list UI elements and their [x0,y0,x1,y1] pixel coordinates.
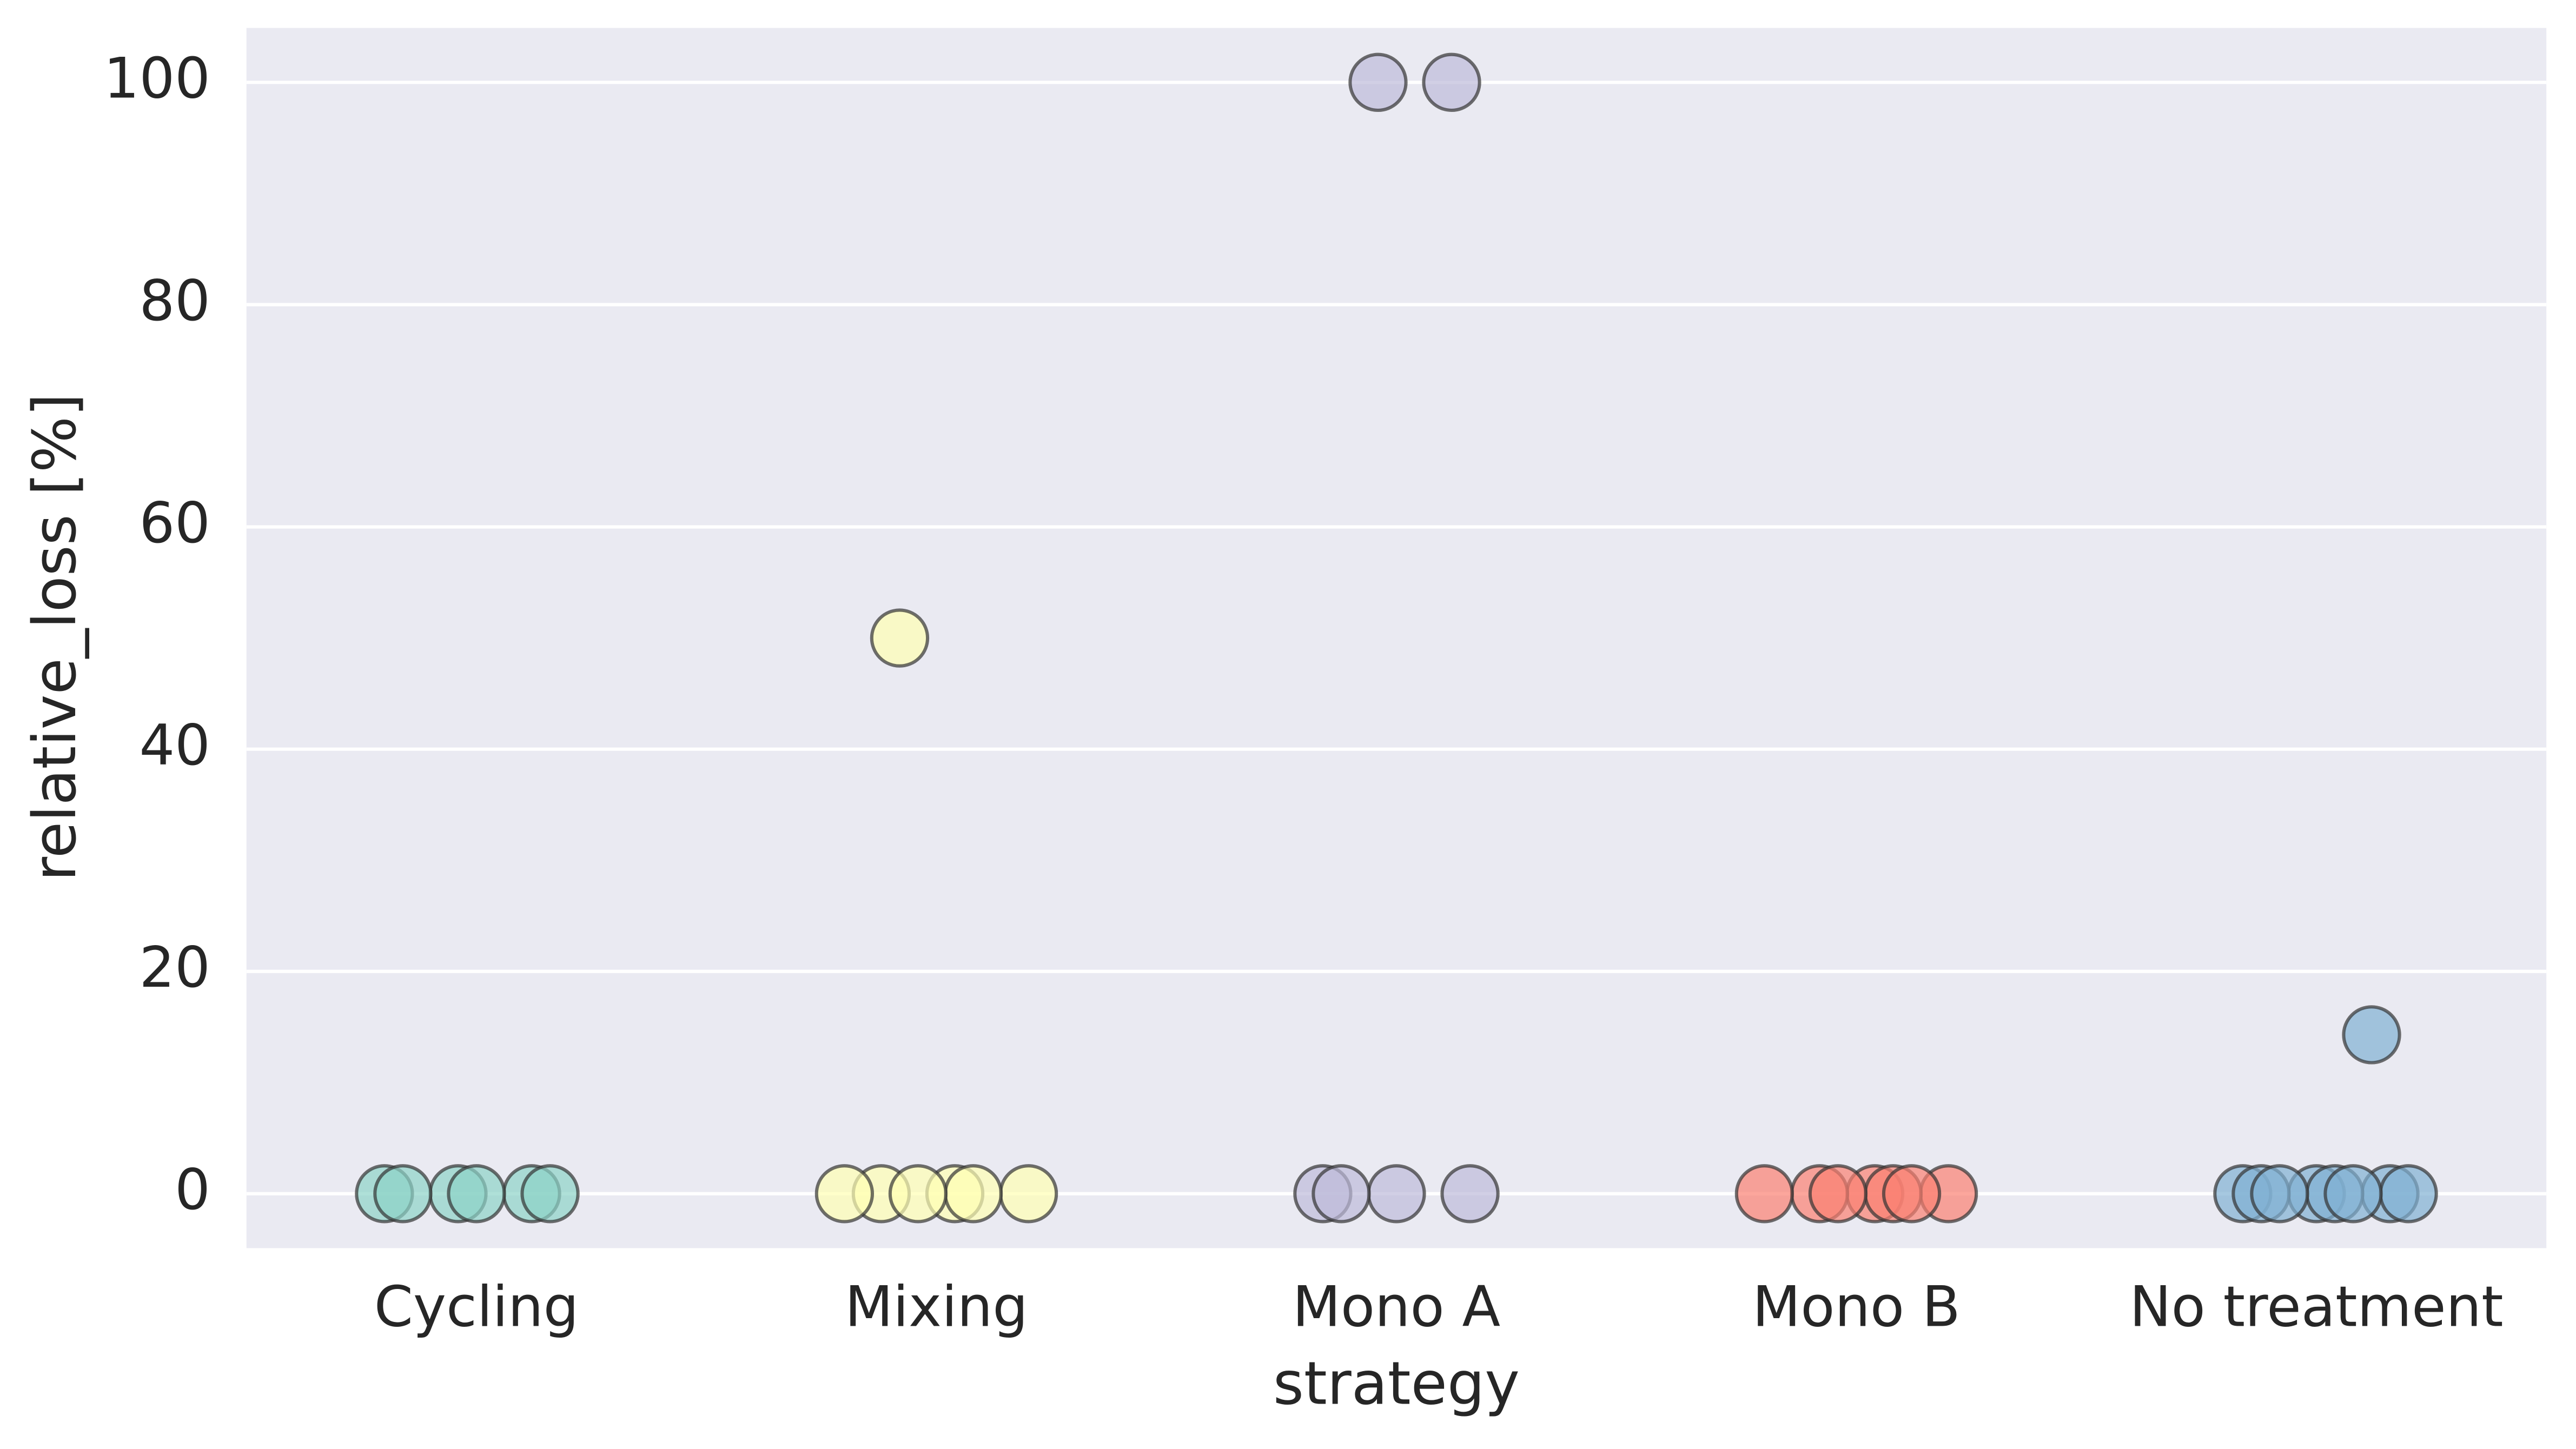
y-tick-label: 0 [175,1158,210,1222]
x-tick-label: Cycling [374,1274,579,1339]
x-tick-label: Mono A [1293,1274,1500,1339]
y-tick-label: 60 [139,491,210,556]
point [888,1164,948,1224]
point [998,1164,1058,1224]
point [1808,1164,1868,1224]
point [1734,1164,1794,1224]
x-tick-label: Mono B [1752,1274,1961,1339]
y-tick-label: 40 [139,713,210,778]
point [2342,1005,2401,1065]
x-axis-label: strategy [1273,1348,1520,1418]
point [2323,1164,2383,1224]
point [2379,1164,2438,1224]
x-tick-label: Mixing [845,1274,1028,1339]
point [1422,52,1481,112]
point [1367,1164,1426,1224]
point [1312,1164,1371,1224]
point [1440,1164,1500,1224]
point [447,1164,506,1224]
y-tick-label: 80 [139,269,210,334]
point [520,1164,580,1224]
point [2250,1164,2309,1224]
point [1882,1164,1942,1224]
point [1348,52,1408,112]
y-axis-label: relative_loss [%] [20,393,89,881]
point [373,1164,433,1224]
point [870,608,930,668]
point [943,1164,1003,1224]
y-tick-label: 100 [104,46,210,111]
y-tick-label: 20 [139,935,210,1000]
plot-area [246,28,2547,1248]
x-tick-label: No treatment [2129,1274,2503,1339]
point [814,1164,875,1224]
